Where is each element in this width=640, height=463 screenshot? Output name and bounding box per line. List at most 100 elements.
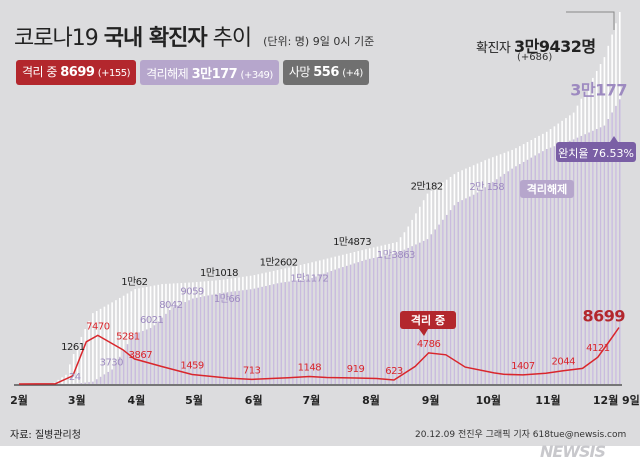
released-bar bbox=[265, 285, 267, 384]
recovery-rate-text: 완치율 76.53% bbox=[558, 147, 634, 160]
data-label: 1만1172 bbox=[290, 273, 328, 285]
total-bracket bbox=[566, 11, 615, 30]
released-bar bbox=[615, 105, 617, 385]
released-bar bbox=[180, 303, 183, 384]
data-label: 1만2602 bbox=[260, 257, 298, 269]
badge-value: 3만177 bbox=[191, 67, 238, 82]
released-bar bbox=[522, 161, 525, 384]
confirmed-bar bbox=[84, 328, 86, 384]
released-bar bbox=[95, 379, 98, 384]
released-bar bbox=[434, 229, 436, 384]
released-bar bbox=[369, 258, 371, 384]
released-bar bbox=[538, 153, 540, 384]
data-label: 8699 bbox=[582, 306, 625, 325]
x-tick-label: 11월 bbox=[535, 393, 560, 407]
data-label: 1만66 bbox=[214, 293, 240, 305]
released-bar bbox=[595, 129, 598, 384]
released-bar bbox=[161, 317, 163, 384]
released-bar bbox=[372, 257, 375, 384]
released-bar bbox=[584, 134, 586, 384]
released-bar bbox=[242, 290, 244, 384]
isolation-callout-text: 격리 중 bbox=[411, 313, 445, 327]
total-delta: (+686) bbox=[517, 52, 553, 63]
released-bar bbox=[99, 376, 102, 384]
released-bar bbox=[307, 278, 310, 384]
badge-deaths: 사망 556 (+4) bbox=[282, 60, 369, 85]
x-tick-label: 4월 bbox=[127, 393, 145, 407]
released-bar bbox=[469, 196, 471, 384]
released-bar bbox=[438, 224, 440, 384]
confirmed-bar bbox=[80, 336, 83, 384]
released-bar bbox=[222, 292, 225, 384]
x-tick-label: 9일 bbox=[622, 393, 640, 407]
released-bar bbox=[392, 254, 394, 384]
released-bar bbox=[249, 289, 252, 384]
x-tick-label: 7월 bbox=[302, 393, 320, 407]
released-bar bbox=[184, 302, 186, 384]
released-bar bbox=[111, 369, 113, 384]
released-bar bbox=[357, 262, 360, 384]
released-bar bbox=[84, 382, 86, 384]
released-bar bbox=[157, 321, 160, 384]
released-bar bbox=[561, 143, 563, 384]
released-bar bbox=[211, 294, 213, 384]
data-label: 3867 bbox=[129, 350, 153, 361]
released-bar bbox=[188, 300, 190, 384]
summary-badges: 격리 중 8699 (+155) 격리해제 3만177 (+349) 사망 55… bbox=[16, 60, 369, 85]
released-bar bbox=[384, 255, 386, 384]
released-bar bbox=[207, 295, 210, 384]
released-bar bbox=[172, 307, 175, 384]
released-bar bbox=[430, 234, 433, 384]
released-bar bbox=[192, 298, 194, 384]
released-bar bbox=[334, 269, 336, 384]
released-bar bbox=[153, 325, 156, 384]
confirmed-bar bbox=[122, 295, 125, 384]
released-bar bbox=[457, 201, 460, 384]
released-bar bbox=[142, 330, 144, 384]
data-label: 24 bbox=[69, 372, 81, 383]
released-bar bbox=[280, 282, 283, 384]
released-bar bbox=[315, 276, 317, 384]
isolation-callout-box bbox=[400, 311, 456, 329]
x-tick-label: 10월 bbox=[476, 393, 501, 407]
recovery-rate-pointer bbox=[610, 136, 618, 142]
released-bar bbox=[449, 210, 452, 384]
data-label: 7470 bbox=[86, 321, 110, 332]
released-bar bbox=[145, 329, 148, 384]
confirmed-bar bbox=[119, 297, 121, 384]
released-bar bbox=[492, 181, 494, 384]
data-label: 623 bbox=[385, 366, 403, 377]
confirmed-bar bbox=[88, 321, 90, 384]
data-label: 1만62 bbox=[121, 276, 147, 288]
source-note: 자료: 질병관리청 bbox=[10, 430, 81, 441]
released-bar bbox=[445, 214, 448, 384]
title-bold: 국내 확진자 bbox=[103, 26, 208, 51]
released-bar bbox=[319, 275, 321, 384]
released-bar bbox=[495, 179, 498, 384]
released-bar bbox=[534, 155, 536, 384]
badge-isolation: 격리 중 8699 (+155) bbox=[16, 60, 137, 85]
data-label: 8042 bbox=[159, 300, 183, 311]
released-bar bbox=[365, 259, 367, 384]
released-bar bbox=[292, 281, 294, 384]
released-bar bbox=[126, 344, 129, 384]
released-bar bbox=[380, 256, 383, 384]
released-bar bbox=[572, 139, 575, 384]
released-bar bbox=[303, 279, 306, 384]
released-bar bbox=[488, 184, 490, 384]
released-bar bbox=[195, 297, 198, 384]
confirmed-bar bbox=[69, 364, 71, 384]
x-tick-label: 8월 bbox=[362, 393, 380, 407]
data-label: 3만177 bbox=[570, 80, 627, 99]
data-label: 3730 bbox=[100, 357, 124, 368]
badge-delta: (+4) bbox=[342, 68, 363, 79]
released-bar bbox=[215, 293, 217, 384]
released-bar bbox=[507, 171, 510, 384]
badge-delta: (+349) bbox=[240, 70, 274, 81]
confirmed-bar bbox=[99, 308, 102, 384]
data-label: 2만 158 bbox=[469, 181, 504, 193]
released-bar bbox=[219, 293, 221, 384]
released-bar bbox=[88, 382, 90, 384]
released-bar bbox=[503, 173, 506, 384]
